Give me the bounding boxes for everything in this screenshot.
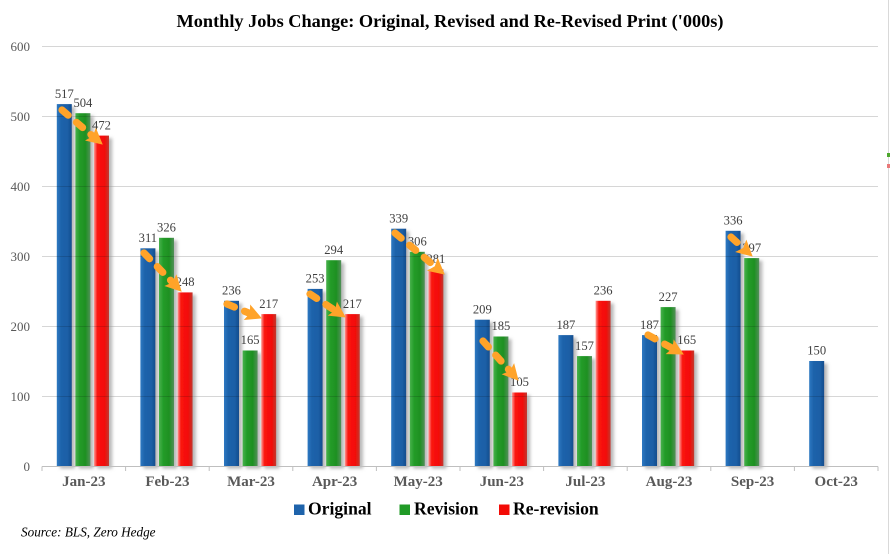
svg-text:165: 165 (241, 333, 260, 347)
svg-text:May-23: May-23 (394, 474, 443, 490)
svg-text:217: 217 (259, 297, 278, 311)
svg-text:400: 400 (11, 179, 31, 194)
svg-text:326: 326 (157, 221, 176, 235)
svg-text:Oct-23: Oct-23 (815, 474, 858, 490)
svg-text:209: 209 (473, 302, 492, 316)
svg-text:Sep-23: Sep-23 (731, 474, 774, 490)
svg-text:336: 336 (724, 214, 743, 228)
svg-text:185: 185 (491, 319, 510, 333)
svg-text:253: 253 (306, 272, 325, 286)
svg-text:472: 472 (92, 118, 111, 132)
svg-text:504: 504 (73, 96, 93, 110)
svg-text:Jul-23: Jul-23 (565, 474, 605, 490)
svg-text:236: 236 (594, 284, 613, 298)
svg-text:Jun-23: Jun-23 (480, 474, 524, 490)
svg-text:311: 311 (139, 231, 157, 245)
svg-text:Apr-23: Apr-23 (312, 474, 357, 490)
svg-text:100: 100 (11, 389, 31, 404)
svg-text:294: 294 (324, 243, 344, 257)
svg-text:517: 517 (55, 87, 74, 101)
svg-text:187: 187 (556, 318, 575, 332)
svg-text:339: 339 (389, 211, 408, 225)
svg-text:300: 300 (11, 249, 31, 264)
svg-text:Feb-23: Feb-23 (145, 474, 189, 490)
svg-text:217: 217 (343, 297, 362, 311)
svg-text:187: 187 (640, 318, 659, 332)
svg-text:Monthly Jobs Change: Original,: Monthly Jobs Change: Original, Revised a… (177, 11, 724, 32)
svg-text:Re-revision: Re-revision (513, 499, 599, 519)
svg-text:600: 600 (11, 39, 31, 54)
svg-text:227: 227 (659, 290, 678, 304)
svg-text:0: 0 (24, 459, 31, 474)
svg-text:157: 157 (575, 339, 594, 353)
svg-text:Original: Original (308, 499, 372, 519)
svg-text:Source: BLS, Zero Hedge: Source: BLS, Zero Hedge (21, 525, 156, 540)
svg-text:Aug-23: Aug-23 (646, 474, 693, 490)
svg-text:Mar-23: Mar-23 (227, 474, 275, 490)
svg-text:236: 236 (222, 284, 241, 298)
svg-text:200: 200 (11, 319, 31, 334)
svg-text:150: 150 (807, 344, 826, 358)
svg-text:Revision: Revision (414, 499, 479, 519)
svg-text:500: 500 (11, 109, 31, 124)
svg-text:Jan-23: Jan-23 (62, 474, 105, 490)
svg-text:248: 248 (176, 275, 195, 289)
svg-text:165: 165 (677, 333, 696, 347)
